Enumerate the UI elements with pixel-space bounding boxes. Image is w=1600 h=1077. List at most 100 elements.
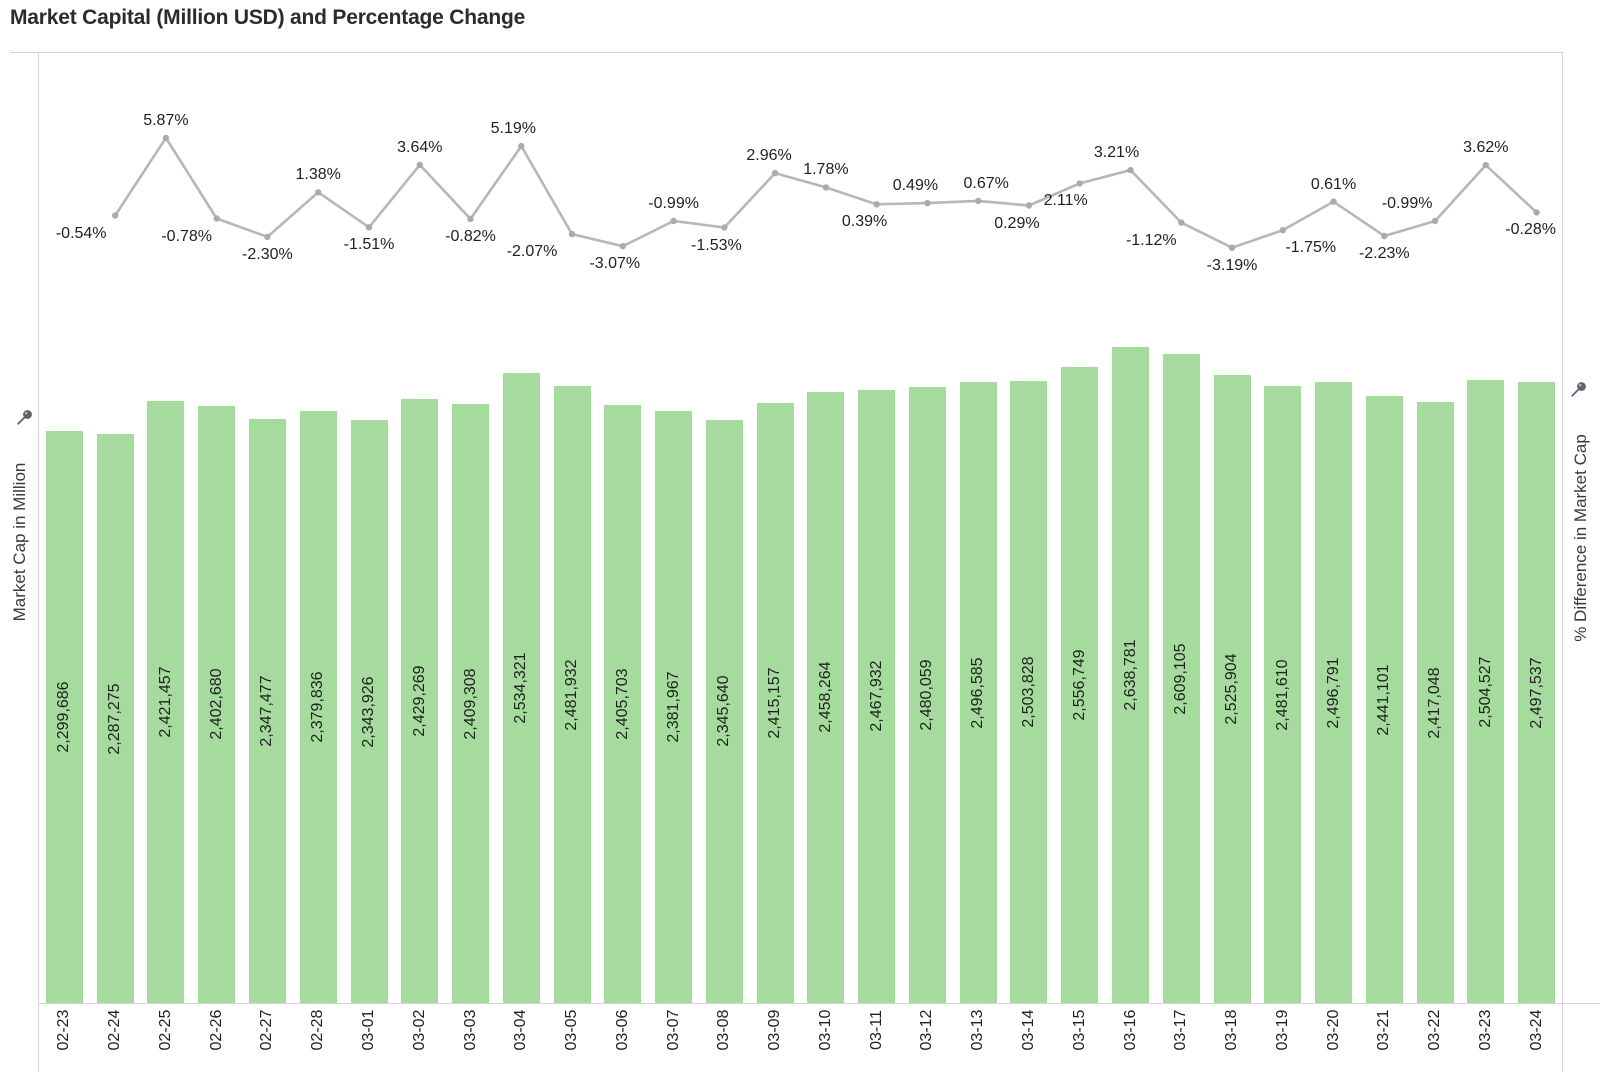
bar-value-label: 2,402,680 (207, 668, 225, 740)
pct-change-label: 5.19% (490, 120, 536, 138)
pct-change-label: 0.61% (1310, 175, 1357, 193)
x-tick-label: 03-05 (563, 1009, 580, 1051)
line-marker[interactable] (619, 243, 626, 250)
bar[interactable] (96, 434, 134, 1003)
right-axis-line (1562, 52, 1563, 1072)
bar[interactable] (45, 431, 83, 1003)
line-marker[interactable] (975, 197, 982, 205)
bar[interactable] (502, 373, 540, 1003)
bar-value-label: 2,415,157 (766, 667, 784, 739)
bar-value-label: 2,409,308 (461, 667, 479, 740)
bar[interactable] (553, 386, 591, 1003)
line-marker[interactable] (1482, 161, 1490, 169)
line-marker[interactable] (771, 169, 779, 177)
line-marker[interactable] (1178, 219, 1185, 226)
pct-change-label: -0.82% (445, 227, 496, 245)
bar[interactable] (959, 382, 997, 1003)
line-marker[interactable] (873, 201, 880, 208)
bar[interactable] (401, 399, 439, 1003)
bar[interactable] (1061, 367, 1099, 1003)
bar[interactable] (350, 420, 388, 1003)
pushpin-icon[interactable] (1570, 380, 1588, 398)
bar-value-label: 2,481,932 (563, 658, 580, 731)
line-marker[interactable] (568, 230, 576, 238)
line-marker[interactable] (518, 142, 525, 150)
bar[interactable] (1264, 386, 1302, 1003)
line-marker[interactable] (1076, 180, 1083, 187)
pct-change-label: -1.53% (691, 236, 742, 254)
bar[interactable] (452, 404, 489, 1003)
line-marker[interactable] (162, 134, 170, 142)
bar-value-label: 2,379,836 (309, 671, 327, 743)
bar[interactable] (1365, 396, 1403, 1003)
bar[interactable] (908, 386, 946, 1003)
x-tick-label: 03-13 (969, 1009, 987, 1051)
line-marker[interactable] (1127, 166, 1134, 174)
bar[interactable] (858, 389, 896, 1003)
bar[interactable] (1416, 402, 1454, 1003)
line-marker[interactable] (822, 184, 830, 191)
x-tick-label: 02-26 (207, 1009, 225, 1051)
bar[interactable] (198, 405, 236, 1003)
bar[interactable] (1467, 380, 1505, 1003)
line-marker[interactable] (365, 224, 373, 231)
pushpin-icon[interactable] (16, 408, 34, 426)
bar[interactable] (1162, 354, 1200, 1003)
bar-value-label: 2,429,269 (410, 665, 428, 737)
line-marker[interactable] (416, 161, 423, 169)
bar[interactable] (1315, 382, 1352, 1003)
line-marker[interactable] (1431, 217, 1439, 225)
line-marker[interactable] (213, 215, 220, 222)
bar[interactable] (655, 410, 693, 1003)
pct-change-label: 3.21% (1093, 144, 1140, 162)
bar[interactable] (756, 402, 794, 1003)
x-tick-label: 03-03 (461, 1009, 479, 1051)
chart-title: Market Capital (Million USD) and Percent… (10, 6, 526, 29)
line-marker[interactable] (1533, 209, 1540, 216)
bar-value-label: 2,381,967 (664, 671, 682, 743)
bar[interactable] (1213, 375, 1251, 1003)
line-marker[interactable] (112, 212, 119, 219)
pct-change-label: 3.62% (1463, 139, 1509, 157)
line-marker[interactable] (315, 189, 322, 196)
bar[interactable] (705, 419, 743, 1003)
x-tick-label: 03-14 (1019, 1009, 1037, 1051)
line-marker[interactable] (721, 224, 728, 231)
x-axis-line (38, 1003, 1600, 1004)
x-tick-label: 03-08 (715, 1009, 733, 1051)
bar-value-label: 2,481,610 (1273, 658, 1291, 731)
line-marker[interactable] (467, 215, 474, 223)
bar[interactable] (807, 391, 845, 1003)
x-tick-label: 03-19 (1273, 1009, 1291, 1051)
bar[interactable] (299, 411, 337, 1003)
left-axis-title: Market Cap in Million (10, 462, 29, 622)
bar[interactable] (1518, 382, 1556, 1003)
line-marker[interactable] (1330, 198, 1337, 205)
line-marker[interactable] (1279, 227, 1287, 234)
x-tick-label: 03-09 (766, 1009, 784, 1051)
bar[interactable] (248, 419, 286, 1003)
pct-change-label: -0.54% (55, 224, 107, 242)
pct-change-label: -3.07% (589, 255, 641, 273)
x-tick-label: 03-06 (613, 1009, 631, 1051)
line-marker[interactable] (1025, 202, 1033, 209)
x-tick-label: 03-18 (1223, 1009, 1240, 1051)
bar-value-label: 2,405,703 (613, 668, 631, 740)
bar[interactable] (1010, 380, 1048, 1003)
pct-change-label: -0.99% (1381, 195, 1433, 212)
line-marker[interactable] (264, 233, 271, 241)
x-tick-label: 03-22 (1426, 1009, 1444, 1051)
bar-value-label: 2,421,457 (156, 666, 174, 738)
bar-value-label: 2,609,105 (1172, 643, 1190, 715)
bar[interactable] (147, 401, 185, 1003)
line-marker[interactable] (924, 199, 931, 207)
bar[interactable] (604, 404, 642, 1003)
line-marker[interactable] (1381, 232, 1388, 240)
bar[interactable] (1112, 347, 1149, 1003)
line-marker[interactable] (1228, 244, 1236, 251)
x-tick-label: 03-24 (1527, 1009, 1545, 1051)
pct-change-label: 0.67% (963, 174, 1009, 192)
line-marker[interactable] (670, 217, 677, 225)
pct-change-label: 3.64% (397, 138, 443, 156)
pct-change-label: -2.30% (242, 245, 293, 263)
